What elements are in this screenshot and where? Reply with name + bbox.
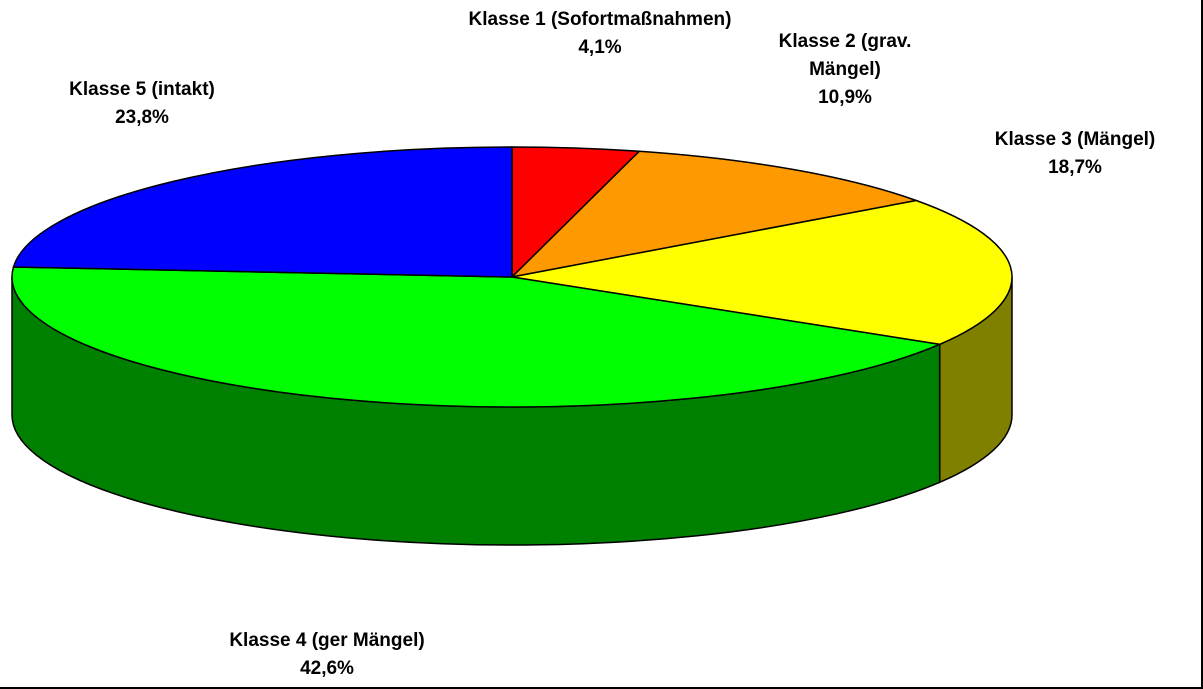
data-label: Klasse 1 (Sofortmaßnahmen) 4,1%	[465, 6, 735, 62]
data-label: Klasse 3 (Mängel) 18,7%	[945, 126, 1203, 182]
slice	[11, 266, 943, 408]
data-label: Klasse 5 (intakt) 23,8%	[12, 76, 272, 132]
value-label: 18,7%	[1048, 157, 1102, 178]
value-label: 42,6%	[300, 658, 354, 679]
value-label: 10,9%	[818, 87, 872, 108]
category-label: Klasse 1 (Sofortmaßnahmen)	[468, 9, 732, 30]
value-label: 4,1%	[578, 37, 622, 58]
data-label: Klasse 2 (grav. Mängel) 10,9%	[750, 28, 940, 112]
category-label: Klasse 4 (ger Mängel)	[229, 630, 425, 651]
category-label: Klasse 5 (intakt)	[69, 79, 215, 100]
category-label: Klasse 2 (grav. Mängel)	[778, 31, 912, 80]
value-label: 23,8%	[115, 107, 169, 128]
slice	[509, 150, 920, 279]
data-label: Klasse 4 (ger Mängel) 42,6%	[167, 627, 487, 683]
slice	[511, 199, 1013, 346]
category-label: Klasse 3 (Mängel)	[994, 129, 1156, 150]
slice	[12, 146, 513, 278]
